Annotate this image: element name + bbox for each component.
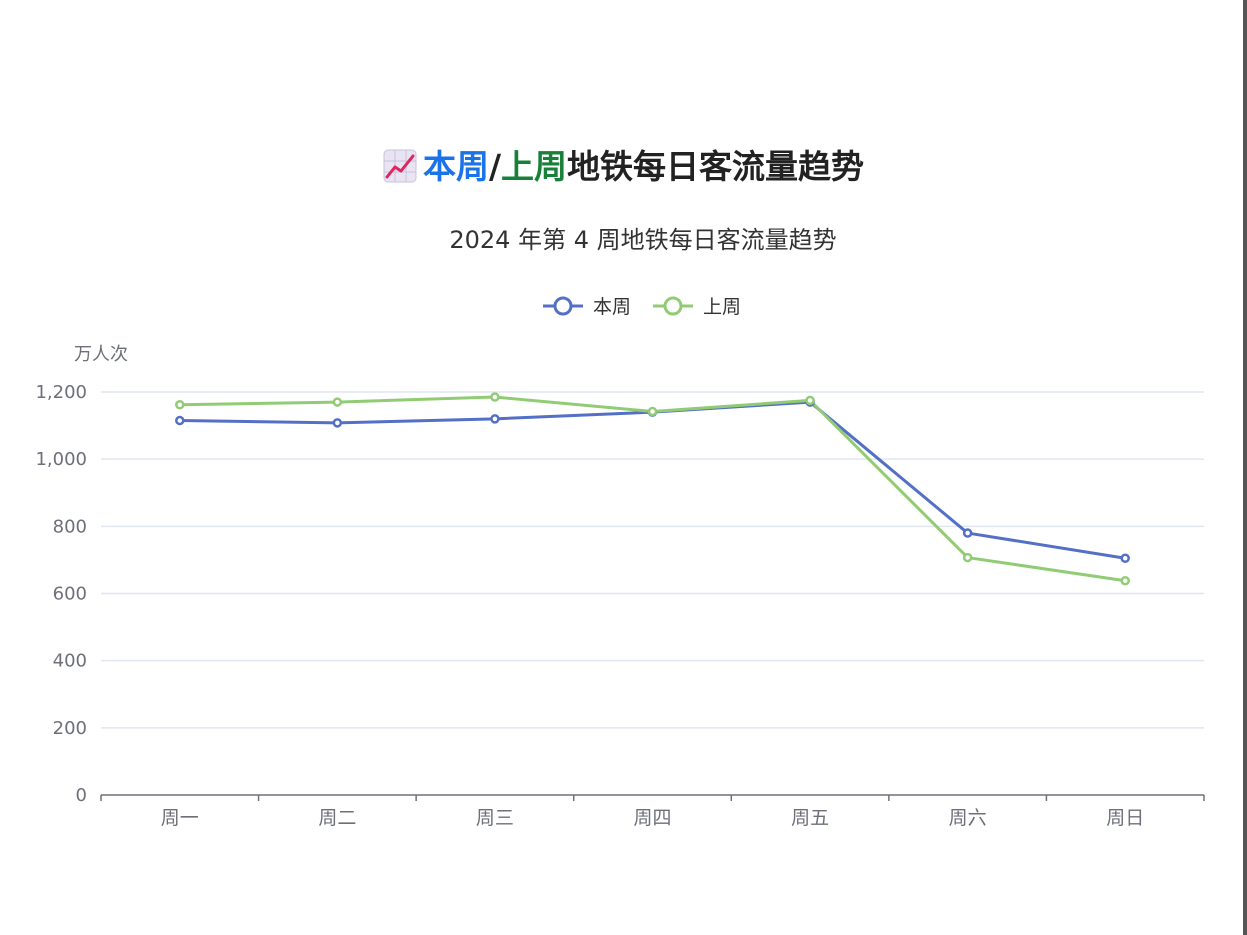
- data-point: [175, 400, 185, 410]
- y-tick-label: 0: [76, 785, 87, 806]
- y-tick-label: 800: [53, 516, 87, 537]
- data-point: [647, 406, 658, 417]
- y-tick-label: 400: [53, 651, 87, 672]
- x-tick-label: 周四: [633, 807, 671, 829]
- legend-item: 上周: [653, 296, 741, 318]
- legend-label: 上周: [703, 296, 741, 318]
- title-this-week: 本周: [422, 147, 489, 186]
- x-tick-label: 周二: [318, 807, 356, 829]
- title-last-week: 上周: [501, 147, 568, 186]
- data-point: [332, 397, 343, 407]
- data-point: [962, 552, 973, 563]
- data-point: [1120, 553, 1130, 563]
- x-tick-label: 周六: [949, 807, 987, 829]
- legend-item: 本周: [543, 296, 631, 318]
- data-point: [175, 415, 185, 426]
- chart-title: 2024 年第 4 周地铁每日客流量趋势: [449, 226, 836, 254]
- data-point: [805, 395, 815, 406]
- data-point: [490, 414, 500, 424]
- data-point: [1120, 575, 1130, 586]
- x-tick-label: 周日: [1106, 807, 1144, 829]
- chart-increasing-icon: [383, 149, 417, 183]
- legend-swatch-marker: [553, 296, 573, 316]
- x-tick-label: 周一: [161, 807, 199, 829]
- page-title: 本周/上周地铁每日客流量趋势: [0, 140, 1247, 188]
- data-point: [332, 418, 343, 428]
- y-tick-label: 200: [53, 718, 87, 739]
- legend-swatch-marker: [663, 296, 683, 316]
- title-separator: /: [488, 147, 502, 186]
- title-rest: 地铁每日客流量趋势: [567, 147, 865, 186]
- window-edge: [1243, 0, 1247, 935]
- x-tick-label: 周五: [791, 807, 829, 829]
- data-point: [490, 392, 500, 402]
- y-tick-label: 1,000: [35, 449, 87, 470]
- x-tick-label: 周三: [476, 807, 514, 829]
- y-axis-label: 万人次: [74, 344, 128, 365]
- series-line: [179, 395, 1126, 583]
- legend-label: 本周: [593, 296, 631, 318]
- data-point: [962, 528, 973, 538]
- y-tick-label: 1,200: [35, 382, 87, 403]
- series-line: [179, 400, 1126, 560]
- y-tick-label: 600: [53, 584, 87, 605]
